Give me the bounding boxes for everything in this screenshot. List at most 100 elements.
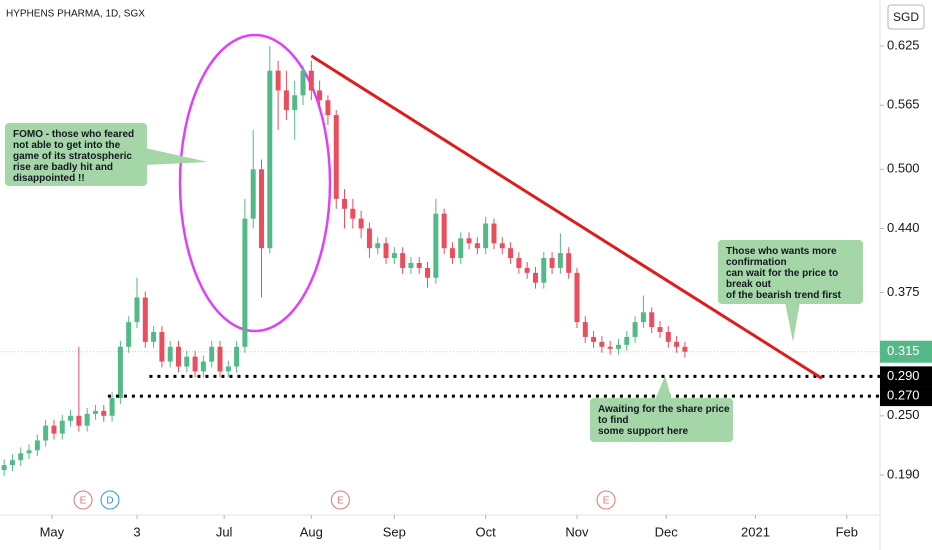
candle-body bbox=[449, 248, 455, 259]
currency-box bbox=[887, 4, 925, 30]
price-level-label: 0.270 bbox=[887, 388, 920, 403]
callout-line: Awaiting for the share price bbox=[598, 404, 730, 415]
candle-body bbox=[632, 322, 638, 337]
trend-line bbox=[310, 54, 823, 380]
callout-line: FOMO - those who feared bbox=[13, 129, 135, 140]
x-tick-label: Feb bbox=[836, 524, 858, 539]
candle-body bbox=[615, 344, 621, 349]
candle-body bbox=[541, 258, 547, 283]
candle-body bbox=[192, 356, 198, 372]
candle-body bbox=[640, 312, 646, 323]
candle-body bbox=[18, 453, 24, 461]
candle-body bbox=[516, 258, 522, 268]
candle-body bbox=[151, 331, 157, 342]
candle-body bbox=[574, 272, 580, 323]
candle-body bbox=[43, 425, 49, 441]
x-tick-label: Jul bbox=[216, 524, 233, 539]
event-label: D bbox=[106, 496, 113, 507]
candle-body bbox=[591, 336, 597, 342]
callout-line: break out bbox=[726, 279, 772, 290]
highlight-ellipse bbox=[178, 33, 332, 333]
x-tick-label: Oct bbox=[476, 524, 497, 539]
callout: Those who wants more confirmation can wa… bbox=[718, 240, 863, 304]
callout: FOMO - those who feared not able to get … bbox=[5, 123, 147, 186]
callout-line: confirmation bbox=[726, 257, 787, 268]
candle-body bbox=[649, 312, 655, 328]
candle-body bbox=[366, 228, 372, 249]
x-tick-label: Nov bbox=[565, 524, 589, 539]
callout-pointer bbox=[785, 302, 800, 342]
candle-body bbox=[225, 366, 231, 372]
candle-body bbox=[283, 90, 289, 111]
event-label: E bbox=[337, 496, 344, 507]
candle-body bbox=[300, 70, 306, 96]
y-tick-label: 0.250 bbox=[887, 407, 920, 422]
callout-pointer bbox=[655, 376, 672, 400]
candle-body bbox=[117, 346, 123, 399]
candle-body bbox=[624, 336, 630, 345]
candle-body bbox=[234, 346, 240, 367]
candle-body bbox=[142, 297, 148, 342]
price-level-box bbox=[880, 386, 932, 407]
callout-line: disappointed !! bbox=[13, 173, 85, 184]
candle-body bbox=[26, 450, 32, 454]
candle-body bbox=[582, 322, 588, 337]
candle-body bbox=[217, 346, 223, 372]
y-tick-label: 0.190 bbox=[887, 466, 920, 481]
candle-body bbox=[657, 327, 663, 332]
candle-body bbox=[9, 460, 15, 466]
candle-body bbox=[508, 248, 514, 259]
event-marker bbox=[330, 490, 350, 510]
price-level-label: 0.290 bbox=[887, 368, 920, 383]
event-marker bbox=[73, 490, 93, 510]
callout-line: of the bearish trend first bbox=[726, 290, 842, 301]
candle-body bbox=[101, 410, 107, 416]
candle-body bbox=[84, 413, 90, 426]
x-tick-label: May bbox=[40, 524, 65, 539]
chart-title: HYPHENS PHARMA, 1D, SGX bbox=[6, 9, 145, 20]
callout-line: not able to get into the bbox=[13, 140, 121, 151]
candle-body bbox=[292, 95, 298, 111]
candle-body bbox=[441, 213, 447, 249]
candle-body bbox=[665, 331, 671, 342]
candle-body bbox=[400, 253, 406, 268]
candle-body bbox=[175, 346, 181, 367]
callout-line: can wait for the price to bbox=[726, 268, 839, 279]
callout-pointer bbox=[145, 148, 208, 165]
candle-body bbox=[68, 415, 74, 421]
candle-body bbox=[59, 420, 65, 434]
candle-body bbox=[433, 213, 439, 278]
candle-body bbox=[458, 238, 464, 259]
candle-body bbox=[1, 465, 7, 471]
candle-body bbox=[34, 440, 40, 451]
candle-body bbox=[499, 243, 505, 249]
candle-body bbox=[599, 341, 605, 347]
candle-body bbox=[383, 243, 389, 259]
last-price-box bbox=[880, 340, 932, 363]
candle-body bbox=[92, 410, 98, 414]
candle-body bbox=[159, 331, 165, 362]
y-tick-label: 0.440 bbox=[887, 220, 920, 235]
candle-body bbox=[524, 267, 530, 273]
y-tick-label: 0.625 bbox=[887, 37, 920, 52]
candle-body bbox=[491, 223, 497, 244]
candle-body bbox=[682, 346, 688, 352]
candle-body bbox=[209, 346, 215, 362]
candle-body bbox=[242, 218, 248, 347]
candle-body bbox=[391, 253, 397, 259]
candle-body bbox=[325, 100, 331, 116]
candle-body bbox=[167, 346, 173, 362]
event-marker bbox=[100, 490, 120, 510]
candle-body bbox=[416, 262, 422, 268]
candle-body bbox=[375, 243, 381, 249]
candle-body bbox=[408, 262, 414, 268]
event-label: E bbox=[603, 496, 610, 507]
candle-body bbox=[466, 238, 472, 244]
candle-body bbox=[126, 322, 132, 347]
candle-body bbox=[109, 398, 115, 416]
candle-body bbox=[425, 267, 431, 278]
last-price-label: 0.315 bbox=[887, 343, 920, 358]
candle-body bbox=[358, 218, 364, 229]
